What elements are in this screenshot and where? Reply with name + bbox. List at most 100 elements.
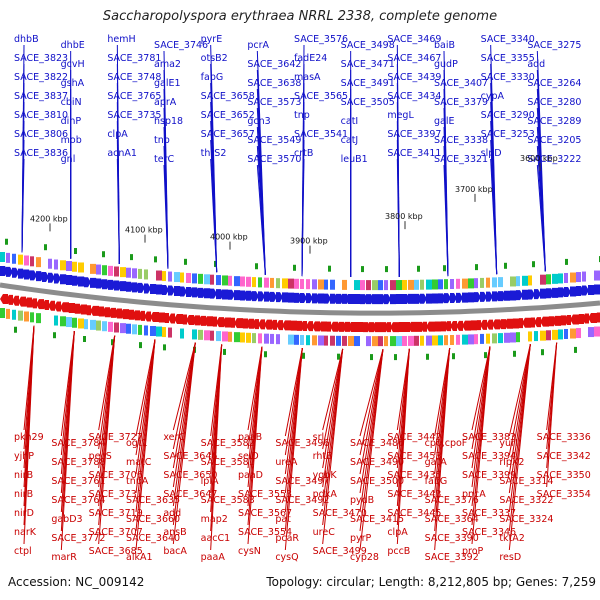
reverse-cog-band	[12, 309, 16, 320]
reverse-cog-band	[354, 336, 360, 347]
reverse-gene-arrow	[354, 322, 363, 333]
gene-label: gcn3	[247, 116, 270, 127]
gene-labels: dhbB SACE_3823 SACE_3822 SACE_3837 SACE_3810…	[14, 34, 591, 563]
leader-line	[135, 339, 156, 437]
gene-label: SACE_3376	[425, 495, 479, 506]
forward-cog-band	[360, 280, 365, 291]
gene-label: catI	[341, 116, 359, 127]
reverse-gene-arrow	[558, 315, 566, 326]
forward-gene-arrow	[210, 288, 217, 299]
reverse-cog-band	[414, 335, 419, 346]
feature-marker	[214, 260, 217, 267]
gene-label: SACE_3499	[313, 546, 367, 557]
leader-line	[471, 346, 491, 431]
gene-label: SACE_3491	[341, 78, 395, 89]
reverse-gene-arrow	[180, 314, 187, 325]
reverse-gene-arrow	[396, 322, 405, 333]
forward-cog-band	[42, 257, 46, 268]
gene-label: SACE_3761	[51, 476, 105, 487]
reverse-gene-arrow	[48, 300, 55, 311]
gene-label: SACE_3496	[275, 438, 329, 449]
reverse-gene-arrow	[570, 314, 579, 325]
leader-line	[21, 158, 25, 253]
forward-cog-band	[60, 260, 66, 271]
forward-cog-band	[390, 280, 396, 291]
gene-label: SACE_3340	[481, 34, 535, 45]
reverse-gene-arrow	[546, 316, 554, 327]
forward-cog-band	[216, 275, 221, 286]
forward-cog-band	[54, 259, 58, 270]
gene-label: SACE_3314	[499, 476, 553, 487]
gene-label: SACE_3336	[537, 432, 591, 443]
gene-label: catJ	[341, 135, 359, 146]
feature-marker	[426, 353, 429, 360]
reverse-gene-arrow	[420, 321, 427, 332]
reverse-gene-arrow	[330, 321, 338, 332]
gene-label: otsB2	[201, 53, 228, 64]
feature-marker	[385, 266, 388, 273]
gene-label: ctpl	[14, 546, 32, 557]
forward-cog-band	[180, 272, 184, 283]
reverse-cog-band	[96, 320, 101, 331]
reverse-gene-arrow	[240, 318, 248, 329]
reverse-cog-band	[474, 334, 478, 345]
reverse-cog-band	[576, 328, 581, 339]
gene-label: SACE_3735	[107, 110, 161, 121]
forward-cog-band	[108, 265, 113, 276]
reverse-gene-arrow	[24, 297, 32, 308]
forward-cog-band	[348, 279, 354, 290]
reverse-gene-arrow	[366, 322, 374, 333]
reverse-cog-band	[258, 333, 262, 344]
reverse-cog-band	[348, 335, 354, 346]
reverse-cog-band	[0, 308, 5, 318]
forward-cog-band	[486, 277, 490, 288]
reverse-gene-arrow	[468, 320, 477, 331]
forward-gene-arrow	[270, 291, 277, 302]
gene-label: rlpX2	[499, 457, 524, 468]
gene-label: dhbB	[14, 34, 39, 45]
forward-cog-band	[12, 253, 16, 264]
leader-line	[23, 325, 35, 545]
forward-cog-band	[30, 256, 34, 267]
reverse-cog-band	[72, 317, 77, 328]
reverse-cog-band	[594, 326, 600, 337]
gene-label: cpo,cpoF	[425, 438, 468, 449]
feature-marker	[541, 349, 544, 356]
forward-gene-arrow	[306, 293, 313, 304]
feature-marker	[361, 266, 364, 273]
feature-marker	[130, 254, 133, 261]
gene-label: SACE_3492	[275, 495, 329, 506]
reverse-gene-arrow	[372, 322, 381, 333]
reverse-gene-arrow	[228, 317, 235, 328]
forward-cog-band	[36, 257, 41, 268]
forward-cog-band	[558, 273, 563, 284]
reverse-cog-band	[114, 322, 119, 333]
forward-gene-arrow	[180, 286, 187, 297]
gene-label: tktA2	[499, 533, 525, 544]
reverse-cog-band	[222, 331, 228, 342]
feature-marker	[53, 332, 56, 339]
reverse-gene-arrow	[282, 320, 291, 331]
reverse-gene-arrow	[216, 317, 224, 328]
reverse-gene-arrow	[516, 318, 523, 329]
gene-label: SACE_3355	[481, 53, 535, 64]
reverse-cog-band	[342, 335, 347, 346]
reverse-cog-band	[360, 336, 365, 347]
gene-label: paaD	[238, 470, 263, 481]
forward-gene-arrow	[384, 294, 391, 305]
forward-gene-arrow	[450, 293, 457, 303]
forward-cog-band	[306, 279, 310, 290]
gene-label: nirB	[14, 489, 33, 500]
reverse-cog-band	[54, 315, 58, 326]
reverse-gene-arrow	[540, 316, 549, 327]
gene-label: SACE_3505	[341, 97, 395, 108]
reverse-gene-arrow	[36, 299, 44, 310]
forward-cog-band	[120, 267, 126, 278]
forward-gene-arrow	[258, 291, 265, 302]
reverse-gene-arrow	[96, 306, 104, 317]
reverse-gene-arrow	[276, 320, 283, 331]
gene-label: clpA	[107, 129, 128, 140]
gene-label: SACE_3573	[247, 97, 301, 108]
